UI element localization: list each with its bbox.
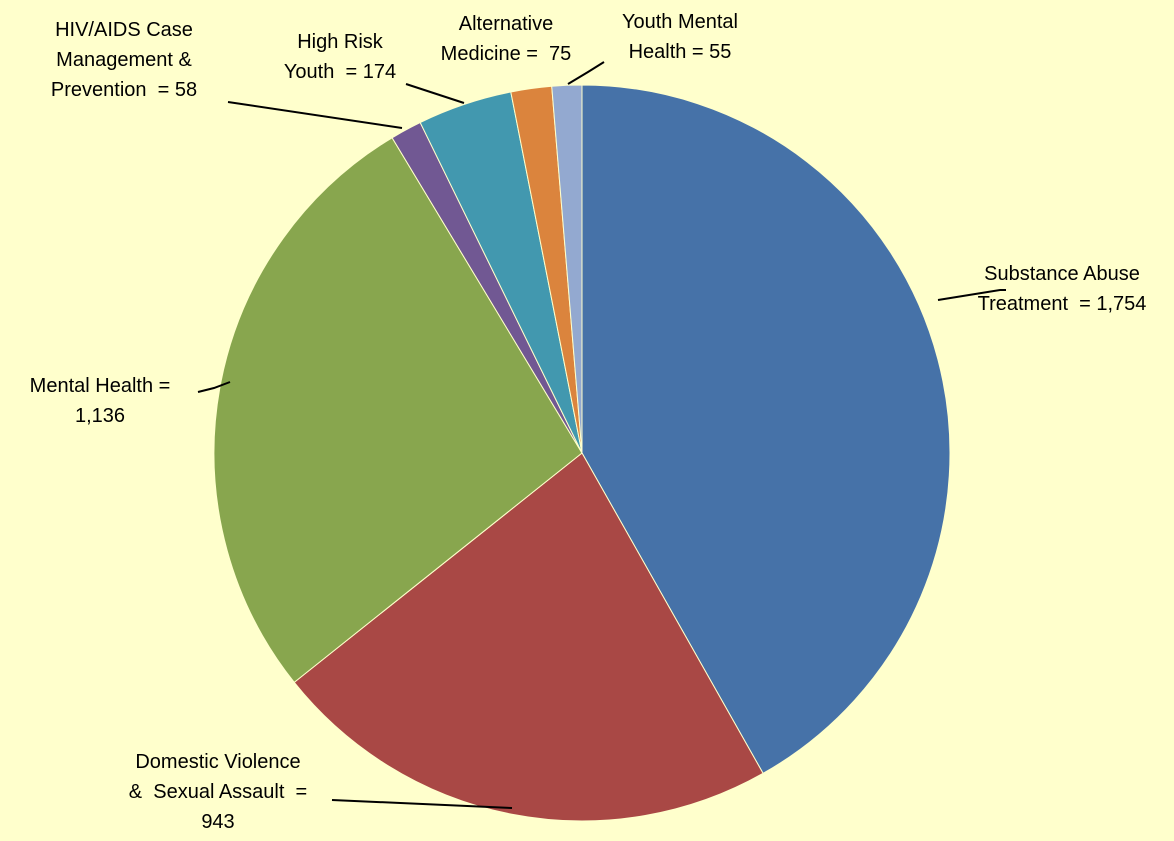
pie-slice-domestic bbox=[293, 452, 764, 822]
slice-label-line: Medicine = 75 bbox=[441, 43, 572, 65]
slice-label-line: & Sexual Assault = bbox=[129, 781, 307, 803]
slice-label-line: Management & bbox=[56, 49, 192, 71]
slice-label-line: Youth Mental bbox=[622, 11, 738, 33]
slice-label-line: High Risk bbox=[297, 31, 384, 53]
slice-label-line: 1,136 bbox=[75, 405, 125, 427]
slice-label-hiv: HIV/AIDS Case Management & Prevention = 58 bbox=[51, 19, 197, 101]
pie-slice-substance bbox=[581, 84, 951, 775]
slice-label-line: Treatment = 1,754 bbox=[978, 293, 1147, 315]
leader-line-domestic bbox=[331, 799, 513, 809]
pie-slice-mental bbox=[213, 137, 583, 684]
leader-line-youthmh bbox=[567, 61, 605, 85]
pie-slices bbox=[213, 84, 951, 822]
pie-slice-youthmh bbox=[551, 84, 583, 454]
slice-label-line: Alternative bbox=[459, 13, 554, 35]
leader-line-mental bbox=[197, 381, 231, 393]
slice-label-domestic: Domestic Violence & Sexual Assault = 943 bbox=[129, 751, 307, 833]
slice-label-line: Health = 55 bbox=[629, 41, 732, 63]
slice-labels: Substance Abuse Treatment = 1,754 Domestic… bbox=[30, 11, 1147, 833]
slice-label-line: Prevention = 58 bbox=[51, 79, 197, 101]
slice-label-youthmh: Youth Mental Health = 55 bbox=[622, 11, 738, 63]
slice-label-line: Youth = 174 bbox=[284, 61, 396, 83]
slice-label-highrisk: High Risk Youth = 174 bbox=[284, 31, 396, 83]
slice-label-mental: Mental Health = 1,136 bbox=[30, 375, 171, 427]
leader-line-substance bbox=[937, 289, 1006, 301]
slice-label-altmed: Alternative Medicine = 75 bbox=[441, 13, 572, 65]
slice-label-line: HIV/AIDS Case bbox=[55, 19, 193, 41]
leader-lines bbox=[197, 61, 1006, 809]
leader-line-hiv bbox=[227, 101, 403, 129]
slice-label-line: Substance Abuse bbox=[984, 263, 1140, 285]
slice-label-substance: Substance Abuse Treatment = 1,754 bbox=[978, 263, 1147, 315]
slice-label-line: Domestic Violence bbox=[135, 751, 300, 773]
leader-line-highrisk bbox=[405, 83, 465, 104]
slice-label-line: 943 bbox=[201, 811, 234, 833]
slice-label-line: Mental Health = bbox=[30, 375, 171, 397]
